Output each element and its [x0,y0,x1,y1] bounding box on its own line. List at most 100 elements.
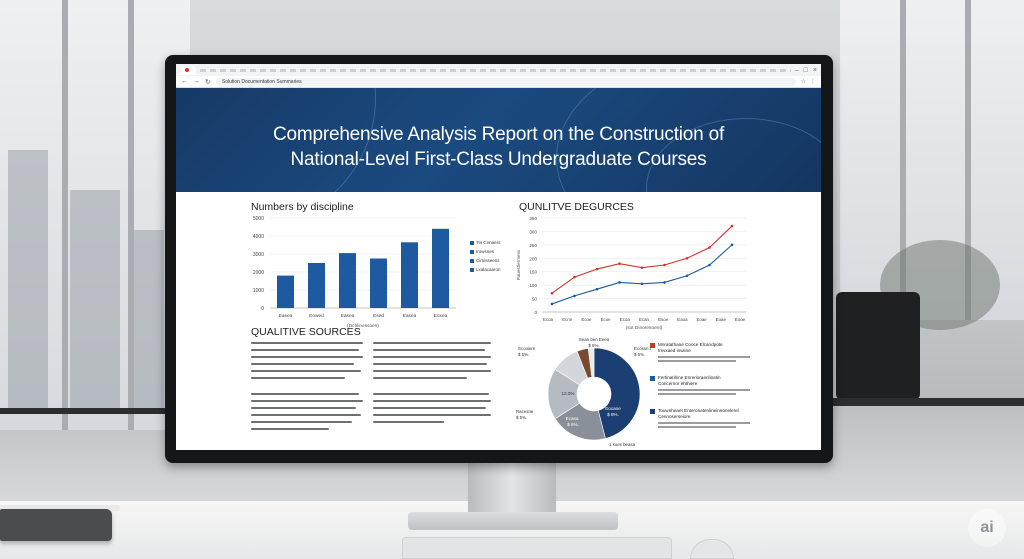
donut-inner-value: $ 6%. [567,422,579,427]
line-x-tick-label: Ecoe [601,317,612,322]
series-point [618,281,621,284]
donut-legend-text: Mnratathane Cooce Elcandpote Imvxaed inwi… [658,342,750,362]
donut-inner-label: 13.0% [561,391,574,396]
window-mullion [128,0,134,430]
series-point [640,282,644,286]
notebook-pages [0,505,120,511]
window-mullion [900,0,906,320]
series-point [595,287,599,291]
donut-legend-item: Touwnheaet Enteronatenlineinnonelerel Cen… [650,408,760,428]
donut-legend-subtitle: Cennoserseiore [658,414,691,419]
bookmark-icon[interactable]: ☆ [800,79,806,85]
window-controls: – □ × [795,67,817,74]
donut-inner-label: Eocane [605,406,621,411]
close-icon[interactable]: × [812,66,817,74]
reload-icon[interactable]: ↻ [205,78,211,86]
text-line [251,428,330,430]
browser-tabbar: – □ × [176,64,821,76]
menu-icon[interactable]: ⋮ [810,79,816,85]
text-line [658,360,736,362]
bar-y-tick-label: 0 [261,306,264,312]
monitor-stand [468,458,556,518]
line-y-tick-label: 0 [534,310,537,315]
series-point [573,294,576,298]
building [134,230,164,410]
series-point [685,256,689,260]
line-x-tick-label: Ecoa [620,317,631,322]
line-y-tick-label: 100 [529,283,537,288]
toolbar-icons: ☆ ⋮ [801,78,816,85]
text-line [251,349,359,351]
text-line [373,342,491,344]
favicon-icon [185,68,189,72]
keyboard[interactable] [402,537,672,559]
donut-inner-label: Ecasa [566,416,579,421]
series-point [573,275,576,279]
text-line [373,370,491,372]
text-line [373,414,491,416]
text-line [373,400,491,402]
legend-item: Lxalacaaron [470,265,501,274]
line-y-tick-label: 200 [529,256,537,261]
donut-slice [587,347,595,378]
bar [308,263,325,308]
series-point [685,274,689,278]
browser-screen: – □ × ← → ↻ Solution Documentation Summa… [176,64,821,450]
legend-swatch [650,376,655,381]
series-line [551,244,733,305]
text-line [251,377,346,379]
bar [432,228,449,308]
window-mullion [62,0,68,430]
browser-tab[interactable] [180,65,196,75]
text-line [251,363,355,365]
text-column-right [373,342,491,428]
donut-label: 1 koes beasa [609,442,636,447]
legend-swatch [470,240,474,245]
text-line [373,421,444,423]
series-point [595,267,599,271]
line-x-tick-label: Esoe [658,317,669,322]
legend-label: Cirnisseens [476,258,500,263]
line-chart: 0 50 100 150 200 250 300 350 Ecoa Ecnn Ecoe Ecoe Eco… [516,216,746,331]
series-point [730,243,734,247]
text-line [251,393,359,395]
donut-label: Scooiere [518,346,536,351]
text-line [251,400,363,402]
minimize-icon[interactable]: – [794,66,799,74]
series-point [730,224,734,228]
text-line [658,389,750,391]
bar-chart-legend: Tin Cnnaers Irowsnes Cirnisseens Lxalacaaro… [470,238,501,274]
bar-y-tick-label: 1000 [253,288,264,294]
line-x-tick-label: Eaoa [677,317,688,322]
donut-legend-title: Mnratathane Cooce Elcandpote [658,342,723,347]
bar-y-tick-label: 2000 [253,270,264,276]
series-point [708,263,711,267]
forward-arrow-icon[interactable]: → [193,78,200,85]
report-content: Numbers by discipline 0 1000 2000 3000 4000 5… [176,192,821,450]
series-point [550,302,554,306]
bar-y-tick-label: 5000 [253,216,264,222]
text-column-left [251,342,363,435]
donut-inner-value: $ 8%. [607,412,619,417]
maximize-icon[interactable]: □ [803,66,808,74]
legend-item: Irowsnes [470,247,501,256]
monitor-stand-base [408,512,618,530]
line-y-tick-label: 300 [529,229,537,234]
page-title: Comprehensive Analysis Report on the Con… [176,122,821,172]
series-point [640,266,644,269]
url-bar[interactable]: Solution Documentation Summaries [215,77,796,86]
series-point [663,263,666,267]
text-line [373,363,488,365]
legend-swatch [650,409,655,414]
text-line [373,349,486,351]
line-x-tick-label: Eoae [716,317,727,322]
line-x-tick-label: Ecoa [543,317,554,322]
donut-value-label: $ 5%. [518,352,529,357]
text-line [373,393,489,395]
back-arrow-icon[interactable]: ← [181,78,188,85]
line-x-tick-label: Ecoe [581,317,592,322]
donut-legend-text: Fertinatihine Enrerioraenlinatin Concerno… [658,375,750,395]
bar-y-tick-label: 3000 [253,252,264,258]
bar [339,253,356,308]
